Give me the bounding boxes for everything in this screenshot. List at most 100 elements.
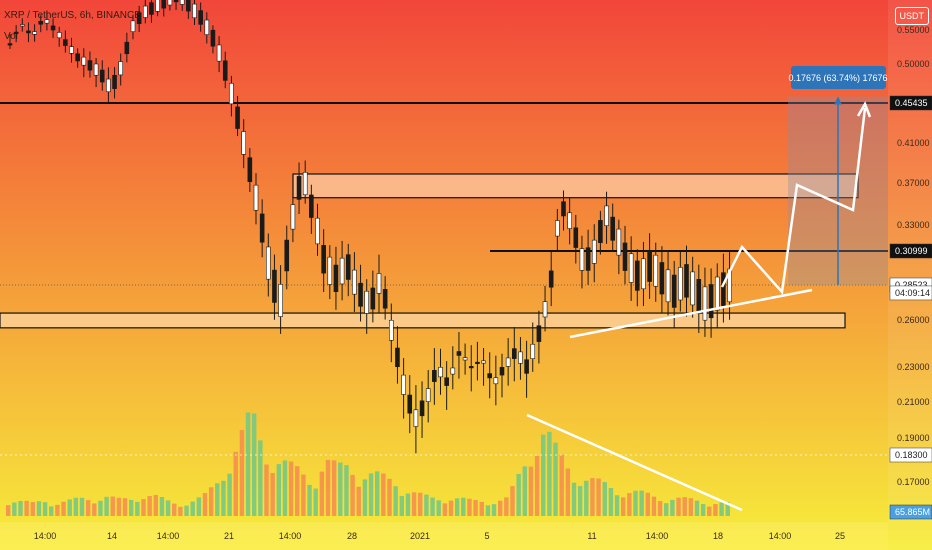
volume-bar: [190, 501, 195, 516]
candle-body: [235, 106, 240, 129]
volume-bar: [245, 412, 251, 516]
candle-body: [487, 373, 493, 379]
candle-body: [198, 10, 203, 25]
candle-body: [75, 53, 80, 62]
volume-bar: [719, 502, 724, 516]
x-axis-tick-label: 21: [224, 531, 234, 541]
volume-bar: [252, 413, 257, 516]
candle-body: [112, 75, 117, 89]
y-axis-tick-label: 0.17000: [897, 477, 930, 487]
volume-bar: [608, 488, 614, 516]
volume-bar: [104, 496, 109, 516]
price-tag: [889, 243, 932, 259]
candle-body: [136, 12, 142, 24]
candle-body: [143, 5, 148, 18]
candle-body: [573, 227, 579, 248]
y-axis-tick-label: 0.33000: [897, 220, 930, 230]
volume-bar: [688, 498, 694, 516]
volume-bar: [30, 502, 35, 516]
candle-body: [665, 269, 671, 303]
volume-label: Vol: [4, 31, 18, 42]
volume-bar: [368, 473, 374, 516]
volume-bar: [55, 504, 60, 516]
candle-body: [247, 157, 253, 182]
volume-bar: [664, 503, 669, 516]
volume-bar: [172, 503, 177, 516]
volume-bar: [516, 473, 521, 516]
candle-body: [671, 274, 677, 308]
currency-badge[interactable]: USDT: [894, 7, 929, 25]
candle-body: [315, 217, 320, 245]
volume-bar: [670, 499, 675, 516]
price-tag-label: 0.30999: [895, 246, 928, 256]
candle-body: [622, 242, 628, 271]
candle-body: [364, 290, 370, 314]
candle-body: [518, 351, 523, 364]
supply-zone: [292, 173, 859, 199]
candle-body: [358, 282, 363, 307]
y-axis-tick-label: 0.41000: [897, 138, 930, 148]
volume-bar: [454, 498, 460, 516]
volume-bar: [375, 471, 380, 516]
price-tag: [889, 447, 932, 463]
candle-body: [124, 41, 130, 55]
volume-bar: [418, 492, 423, 516]
volume-bar: [645, 492, 650, 516]
x-axis-tick-label: 11: [587, 531, 596, 541]
candle-body: [475, 361, 480, 364]
candle-body: [173, 0, 179, 3]
volume-bar: [12, 502, 17, 516]
volume-bar: [79, 497, 85, 516]
candle-body: [81, 56, 87, 66]
volume-bar: [485, 505, 491, 516]
candle-body: [432, 370, 437, 382]
candle-body: [7, 43, 13, 46]
volume-bar: [24, 500, 29, 516]
y-axis-tick-label: 0.21000: [897, 397, 930, 407]
candle-body: [413, 409, 419, 427]
volume-bar: [571, 482, 577, 516]
volume-bar: [473, 499, 478, 516]
candle-body: [702, 286, 708, 321]
candle-body: [499, 367, 505, 376]
volume-bar: [362, 479, 368, 516]
volume-bar: [442, 503, 448, 516]
volume-bar: [153, 494, 158, 516]
candle-body: [511, 348, 517, 359]
volume-bar: [67, 499, 72, 516]
volume-bar: [565, 468, 571, 516]
price-tag-label: 65.865M: [895, 507, 930, 517]
candle-body: [210, 29, 216, 47]
candle-body: [653, 254, 659, 287]
candle-body: [493, 377, 499, 385]
volume-bar: [165, 500, 171, 516]
y-axis-tick-label: 0.50000: [897, 59, 930, 69]
candle-body: [481, 360, 486, 364]
volume-bar: [356, 486, 361, 516]
projected-path: [720, 107, 867, 295]
x-axis-tick-label: 14:00: [157, 531, 180, 541]
volume-bar: [141, 499, 146, 516]
candle-body: [456, 351, 462, 356]
candle-body: [370, 287, 376, 310]
candle-body: [19, 24, 25, 27]
candle-body: [339, 257, 345, 285]
candle-body: [327, 256, 333, 285]
x-axis-tick-label: 18: [713, 531, 723, 541]
volume-bar: [577, 486, 583, 516]
volume-bar: [233, 451, 238, 516]
volume-bar: [350, 474, 355, 516]
candle-body: [296, 176, 302, 200]
volume-bar: [116, 497, 122, 516]
volume-bar: [590, 478, 595, 516]
candle-body: [462, 357, 468, 361]
volume-bar: [657, 500, 663, 516]
volume-bar: [307, 484, 312, 516]
volume-bar: [147, 495, 152, 516]
candle-body: [26, 30, 31, 34]
candle-body: [204, 19, 210, 35]
candle-body: [167, 0, 173, 6]
candle-body: [401, 374, 406, 395]
